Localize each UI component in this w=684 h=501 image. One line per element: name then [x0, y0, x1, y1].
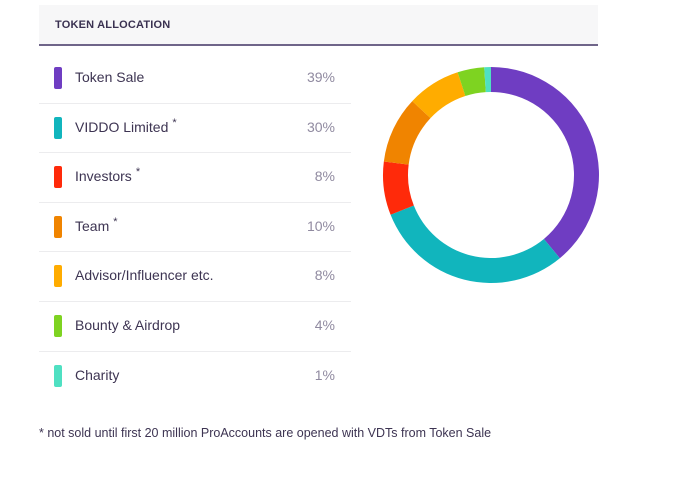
legend-percent: 1%	[314, 366, 335, 383]
donut-slice-bounty-airdrop	[457, 67, 486, 97]
legend-percent: 8%	[314, 267, 335, 284]
legend-percent: 8%	[314, 168, 335, 185]
legend-label: Investors *	[75, 166, 141, 185]
legend-label: Charity	[75, 366, 120, 383]
donut-slice-charity	[484, 67, 491, 93]
legend-label: Token Sale	[75, 69, 145, 85]
color-swatch	[54, 116, 62, 139]
legend-row: VIDDO Limited * 30%	[39, 104, 351, 154]
footnote: * not sold until first 20 million ProAcc…	[39, 426, 492, 440]
legend-row: Bounty & Airdrop 4%	[39, 302, 351, 352]
legend-label: Advisor/Influencer etc.	[75, 267, 214, 284]
color-swatch	[54, 314, 62, 337]
legend-percent: 4%	[314, 316, 335, 333]
legend-percent: 30%	[306, 118, 335, 135]
donut-slice-token-sale	[491, 67, 599, 259]
legend-label: Bounty & Airdrop	[75, 316, 181, 333]
color-swatch	[54, 364, 62, 387]
donut-slice-investors	[383, 161, 414, 215]
donut-slice-advisor-influencer-etc	[412, 72, 466, 119]
color-swatch	[54, 166, 62, 189]
legend-percent: 39%	[306, 69, 335, 85]
legend-row: Charity 1%	[39, 352, 351, 402]
color-swatch	[54, 67, 62, 89]
section-header: TOKEN ALLOCATION	[39, 5, 598, 46]
legend-label: VIDDO Limited *	[75, 116, 177, 135]
color-swatch	[54, 265, 62, 288]
donut-slice-viddo-limited	[390, 205, 560, 283]
donut-chart	[383, 67, 599, 283]
legend-label: Team *	[75, 215, 118, 234]
section-title: TOKEN ALLOCATION	[55, 19, 171, 31]
legend-row: Advisor/Influencer etc. 8%	[39, 252, 351, 302]
allocation-legend: Token Sale 39% VIDDO Limited * 30% Invest…	[39, 54, 351, 401]
legend-percent: 10%	[306, 217, 335, 234]
legend-row: Team * 10%	[39, 203, 351, 253]
color-swatch	[54, 215, 62, 238]
legend-row: Investors * 8%	[39, 153, 351, 203]
donut-slice-team	[383, 101, 431, 165]
legend-row: Token Sale 39%	[39, 54, 351, 104]
